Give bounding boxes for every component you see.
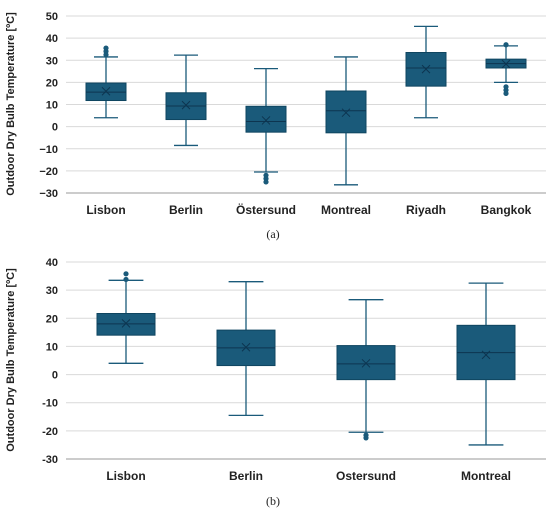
x-category-label: Montreal (321, 203, 371, 217)
mean-marker (421, 64, 431, 74)
y-tick-label: -30 (42, 454, 58, 466)
x-category-label: Lisbon (86, 203, 125, 217)
mean-marker (181, 100, 191, 110)
y-axis-label: Outdoor Dry Bulb Temperature [ºC] (5, 268, 17, 452)
x-category-label: Riyadh (406, 203, 446, 217)
chart-panel-b: 40 30 20 10 0 -10 -20 -30 Outdoor Dry Bulb Tempe… (5, 257, 546, 508)
y-tick-label: 0 (52, 122, 58, 134)
box-plot-östersund (245, 68, 287, 185)
outlier-point (123, 276, 129, 283)
outlier-point (123, 271, 129, 277)
outlier-point (503, 42, 509, 48)
iqr-box (245, 105, 287, 133)
mean-marker (261, 116, 271, 125)
y-tick-label: 50 (46, 11, 58, 23)
box-plot-ostersund (336, 299, 396, 441)
y-tick-label: 10 (46, 100, 58, 112)
iqr-box (325, 90, 367, 134)
mean-marker (101, 86, 111, 96)
x-category-label: Montreal (461, 469, 511, 483)
outlier-point (363, 435, 369, 441)
chart-panel-a: 50 40 30 20 10 0 −10 −20 −30 Outdoor Dry Bulb Tem… (5, 11, 546, 241)
y-tick-label: 30 (46, 55, 58, 67)
box-plot-montreal (456, 282, 516, 446)
mean-marker (361, 358, 371, 368)
box-plot-lisbon (96, 271, 156, 364)
y-axis-label: Outdoor Dry Bulb Temperature [ºC] (5, 12, 17, 196)
outlier-point (103, 45, 109, 51)
y-tick-label: −10 (39, 144, 58, 156)
y-tick-label: 10 (46, 341, 58, 353)
y-tick-label: 0 (52, 370, 58, 382)
y-tick-label: 20 (46, 313, 58, 325)
y-tick-label: -10 (42, 398, 58, 410)
x-category-label: Berlin (229, 469, 263, 483)
mean-marker (481, 350, 491, 360)
panel-caption: (a) (266, 227, 279, 241)
box-plot-montreal (325, 56, 367, 186)
mean-marker (501, 59, 511, 69)
mean-marker (241, 342, 251, 352)
y-tick-label: −30 (39, 188, 58, 200)
y-tick-label: -20 (42, 426, 58, 438)
box-plot-lisbon (85, 45, 127, 119)
x-category-label: Ostersund (336, 469, 396, 483)
x-category-label: Bangkok (481, 203, 532, 217)
y-tick-label: 40 (46, 33, 58, 45)
x-category-label: Lisbon (106, 469, 145, 483)
outlier-point (263, 179, 269, 185)
y-tick-label: 30 (46, 285, 58, 297)
y-tick-label: −20 (39, 166, 58, 178)
x-category-label: Berlin (169, 203, 203, 217)
outlier-point (503, 90, 509, 97)
mean-marker (121, 318, 131, 328)
box-plot-berlin (165, 54, 207, 147)
y-tick-label: 20 (46, 77, 58, 89)
box-plot-berlin (216, 281, 276, 417)
mean-marker (341, 108, 351, 118)
box-plot-riyadh (405, 25, 447, 119)
box-plot-bangkok (485, 42, 527, 97)
y-tick-label: 40 (46, 257, 58, 269)
panel-caption: (b) (266, 494, 280, 508)
x-category-label: Östersund (236, 202, 296, 217)
